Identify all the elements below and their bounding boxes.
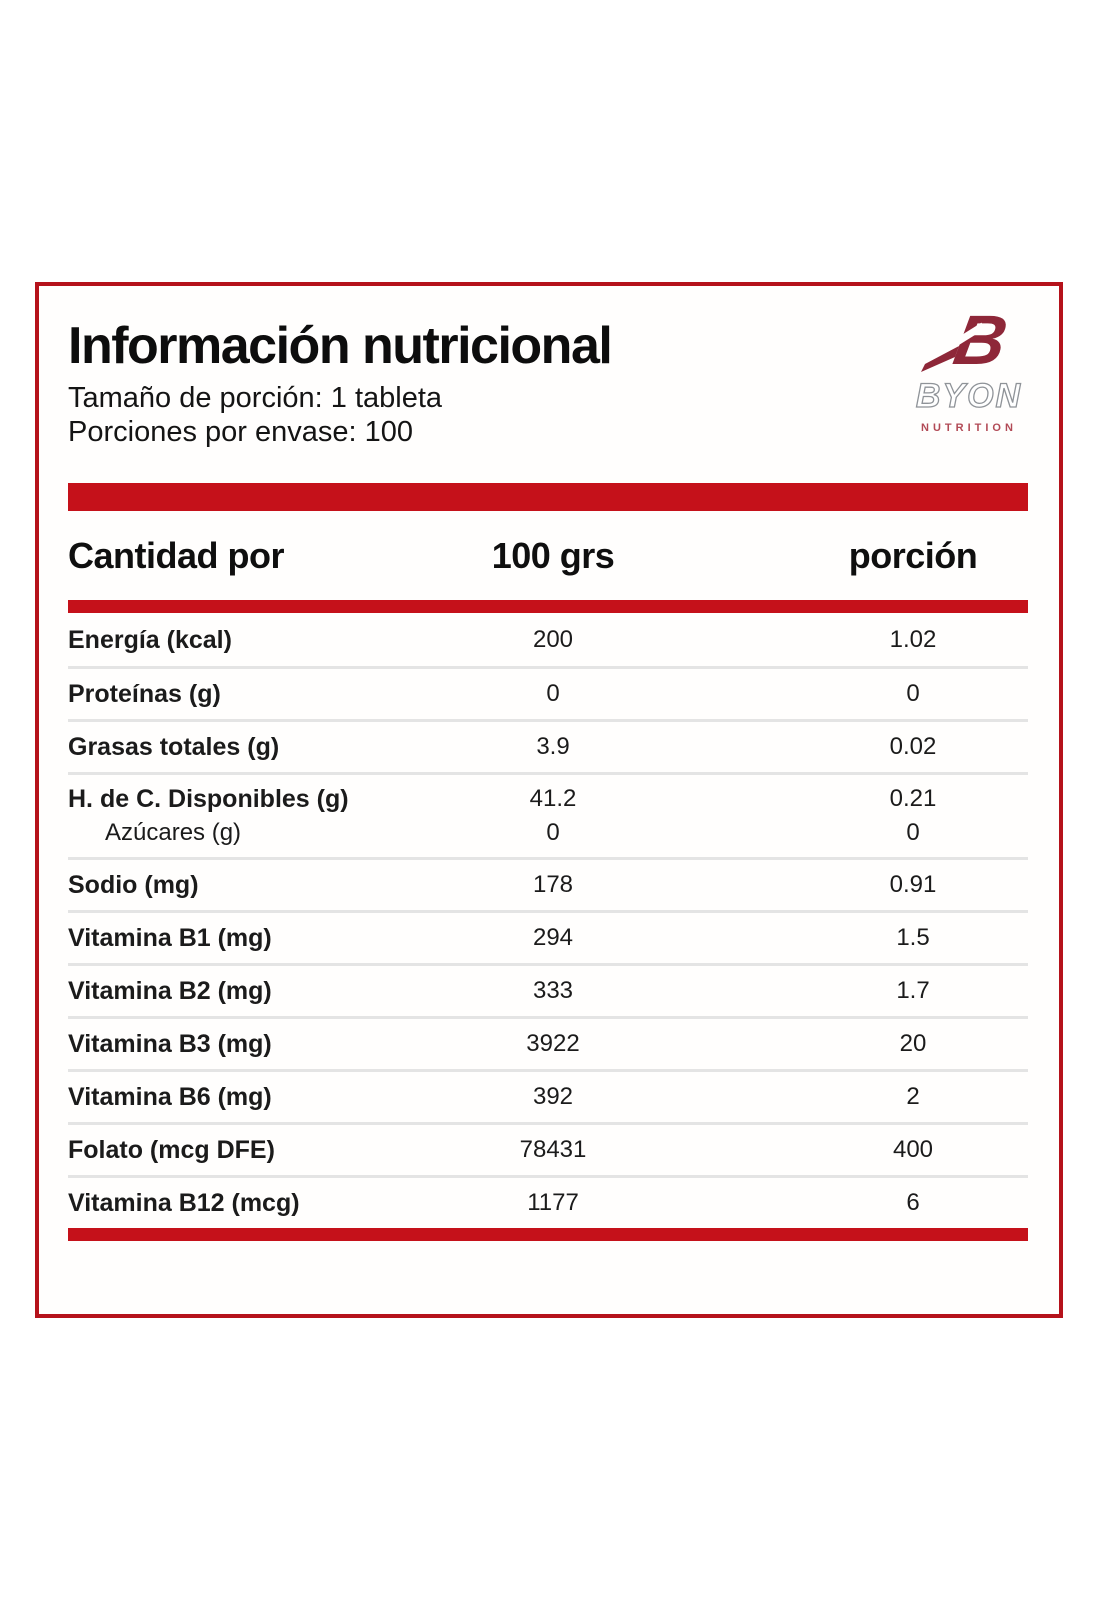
red-divider-bar-header bbox=[68, 600, 1028, 613]
value-per-100g-main: 1177 bbox=[527, 1189, 579, 1216]
nutrient-label: Proteínas (g) bbox=[68, 677, 408, 711]
value-per-portion-main: 400 bbox=[892, 1136, 934, 1163]
table-row: Vitamina B2 (mg) 333 1.7 bbox=[68, 963, 1028, 1016]
value-per-portion: 1.5 bbox=[798, 921, 1028, 955]
nutrient-name: Folato (mcg DFE) bbox=[68, 1136, 275, 1164]
nutrient-name: Proteínas (g) bbox=[68, 680, 221, 708]
table-row: Vitamina B12 (mcg) 1177 6 bbox=[68, 1175, 1028, 1228]
logo-tagline: NUTRITION bbox=[921, 422, 1017, 434]
table-body: Energía (kcal) 200 1.02 Proteínas (g) 0 … bbox=[68, 613, 1028, 1228]
value-per-100g-main: 333 bbox=[532, 977, 574, 1004]
nutrient-label: Vitamina B2 (mg) bbox=[68, 974, 408, 1008]
nutrient-label: Energía (kcal) bbox=[68, 623, 408, 657]
page-title: Información nutricional bbox=[68, 317, 613, 375]
byon-wordmark: BYON bbox=[915, 376, 1022, 415]
value-per-portion-main: 1.5 bbox=[896, 924, 930, 951]
value-per-100g: 78431 bbox=[438, 1133, 668, 1167]
nutrient-label: Vitamina B6 (mg) bbox=[68, 1080, 408, 1114]
value-per-portion-main: 6 bbox=[906, 1189, 920, 1216]
nutrient-name: Sodio (mg) bbox=[68, 871, 199, 899]
table-row: Vitamina B3 (mg) 3922 20 bbox=[68, 1016, 1028, 1069]
nutrient-label: Vitamina B12 (mcg) bbox=[68, 1186, 408, 1220]
nutrient-name: Vitamina B12 (mcg) bbox=[68, 1189, 300, 1217]
value-per-100g-main: 200 bbox=[532, 625, 574, 653]
value-per-portion-main: 1.7 bbox=[896, 977, 930, 1004]
column-header-portion: porción bbox=[848, 534, 978, 576]
red-divider-bar-bottom bbox=[68, 1228, 1028, 1241]
value-per-100g: 1177 bbox=[438, 1186, 668, 1220]
table-row: Proteínas (g) 0 0 bbox=[68, 666, 1028, 719]
red-divider-bar-top bbox=[68, 483, 1028, 511]
table-row: Grasas totales (g) 3.9 0.02 bbox=[68, 719, 1028, 772]
nutrient-name: Vitamina B3 (mg) bbox=[68, 1030, 272, 1058]
value-per-portion-sub: 0 bbox=[906, 819, 920, 846]
value-per-100g: 3922 bbox=[438, 1027, 668, 1061]
value-per-100g: 3.9 bbox=[438, 730, 668, 764]
nutrient-label: Sodio (mg) bbox=[68, 868, 408, 902]
value-per-portion: 6 bbox=[798, 1186, 1028, 1220]
table-row: Energía (kcal) 200 1.02 bbox=[68, 613, 1028, 666]
nutrient-label: Vitamina B1 (mg) bbox=[68, 921, 408, 955]
nutrient-label: Folato (mcg DFE) bbox=[68, 1133, 408, 1167]
byon-logo: B BYON NUTRITION bbox=[894, 308, 1044, 434]
table-header-row: Cantidad por 100 grs porción bbox=[68, 511, 1028, 600]
value-per-portion: 0.02 bbox=[798, 730, 1028, 764]
value-per-100g-main: 3922 bbox=[526, 1030, 580, 1057]
nutrient-subname: Azúcares (g) bbox=[105, 819, 242, 846]
column-header-amount-per: Cantidad por bbox=[68, 534, 285, 576]
servings-per-container-text: Porciones por envase: 100 bbox=[68, 415, 413, 448]
nutrient-name: Vitamina B2 (mg) bbox=[68, 977, 272, 1005]
value-per-100g-main: 41.2 bbox=[529, 785, 577, 812]
nutrient-name: Grasas totales (g) bbox=[68, 733, 280, 761]
value-per-100g: 41.2 0 bbox=[438, 782, 668, 850]
value-per-portion-main: 0 bbox=[906, 680, 920, 707]
nutrient-name: Vitamina B1 (mg) bbox=[68, 924, 272, 952]
svg-text:BYON: BYON bbox=[916, 378, 1022, 415]
value-per-100g-main: 392 bbox=[532, 1083, 574, 1110]
nutrient-label: H. de C. Disponibles (g) Azúcares (g) bbox=[68, 782, 408, 850]
value-per-100g-main: 178 bbox=[532, 871, 574, 898]
value-per-100g-main: 294 bbox=[532, 924, 574, 951]
value-per-100g: 392 bbox=[438, 1080, 668, 1114]
nutrient-label: Grasas totales (g) bbox=[68, 730, 408, 764]
value-per-100g-sub: 0 bbox=[546, 819, 560, 846]
value-per-100g-main: 3.9 bbox=[536, 733, 570, 760]
label-header: Información nutricional Tamaño de porció… bbox=[68, 286, 1028, 483]
value-per-portion: 1.7 bbox=[798, 974, 1028, 1008]
value-per-portion-main: 2 bbox=[906, 1083, 920, 1110]
value-per-portion-main: 0.21 bbox=[889, 785, 937, 812]
table-row: H. de C. Disponibles (g) Azúcares (g) 41… bbox=[68, 772, 1028, 857]
value-per-100g: 333 bbox=[438, 974, 668, 1008]
nutrient-label: Vitamina B3 (mg) bbox=[68, 1027, 408, 1061]
value-per-portion: 0 bbox=[798, 677, 1028, 711]
value-per-100g-main: 78431 bbox=[519, 1136, 587, 1163]
value-per-portion-main: 20 bbox=[899, 1030, 927, 1057]
value-per-portion: 0.91 bbox=[798, 868, 1028, 902]
byon-b-monogram-icon: B bbox=[921, 308, 1013, 376]
nutrient-name: H. de C. Disponibles (g) bbox=[68, 785, 349, 813]
value-per-100g: 294 bbox=[438, 921, 668, 955]
table-row: Vitamina B6 (mg) 392 2 bbox=[68, 1069, 1028, 1122]
value-per-portion: 1.02 bbox=[798, 623, 1028, 657]
value-per-portion: 20 bbox=[798, 1027, 1028, 1061]
serving-size-text: Tamaño de porción: 1 tableta bbox=[68, 382, 443, 415]
nutrition-label-panel: Información nutricional Tamaño de porció… bbox=[35, 282, 1063, 1318]
value-per-portion-main: 1.02 bbox=[889, 625, 937, 653]
nutrient-name: Vitamina B6 (mg) bbox=[68, 1083, 272, 1111]
value-per-100g: 178 bbox=[438, 868, 668, 902]
value-per-100g: 200 bbox=[438, 623, 668, 657]
value-per-portion: 0.21 0 bbox=[798, 782, 1028, 850]
table-row: Vitamina B1 (mg) 294 1.5 bbox=[68, 910, 1028, 963]
value-per-100g-main: 0 bbox=[546, 680, 560, 707]
table-row: Folato (mcg DFE) 78431 400 bbox=[68, 1122, 1028, 1175]
value-per-portion-main: 0.02 bbox=[889, 733, 937, 760]
value-per-100g: 0 bbox=[438, 677, 668, 711]
nutrient-name: Energía (kcal) bbox=[68, 625, 232, 654]
value-per-portion: 2 bbox=[798, 1080, 1028, 1114]
value-per-portion: 400 bbox=[798, 1133, 1028, 1167]
value-per-portion-main: 0.91 bbox=[889, 871, 937, 898]
table-row: Sodio (mg) 178 0.91 bbox=[68, 857, 1028, 910]
column-header-100g: 100 grs bbox=[491, 534, 615, 576]
